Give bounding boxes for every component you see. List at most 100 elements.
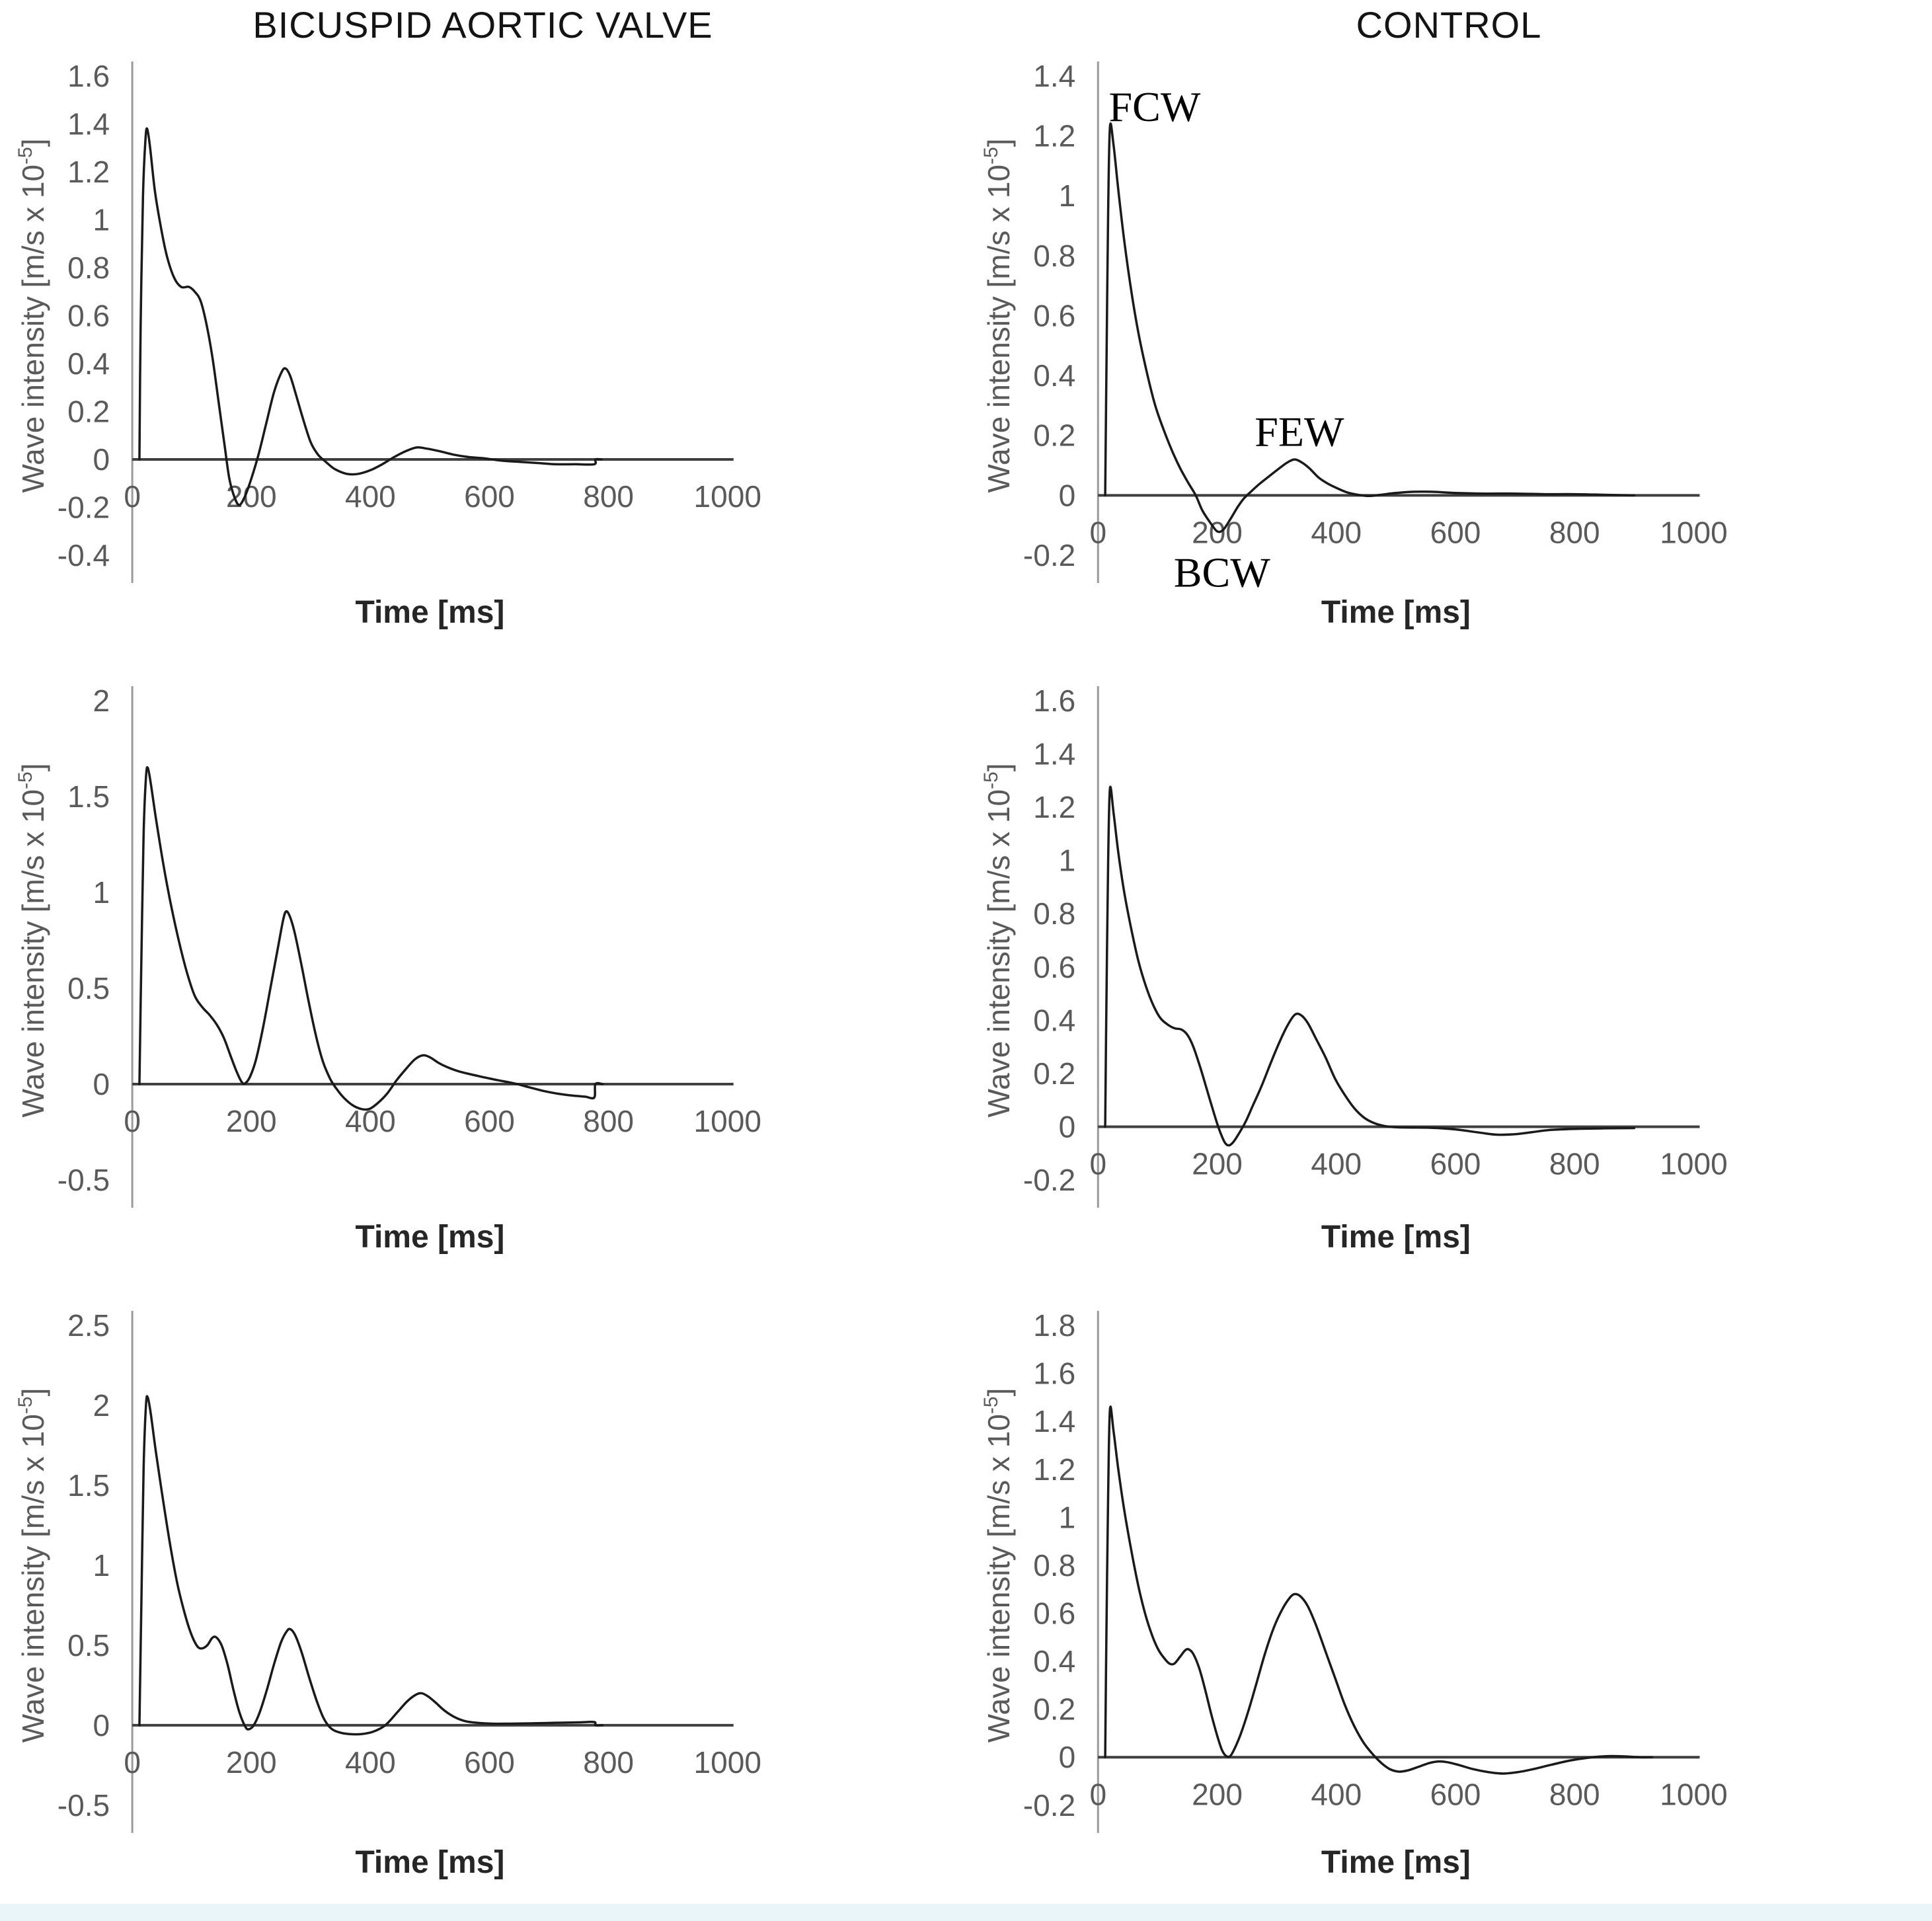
chart-control-row2: 1.6 1.4 1.2 1 0.8 0.6 0.4 0.2 0 -0.2 0 200 400 600 800…	[966, 671, 1932, 1296]
wave-annotation-bcw: BCW	[1174, 549, 1271, 596]
y-tick-label: 0.8	[1033, 896, 1075, 931]
x-tick-labels: 0 200 400 600 800 1000	[124, 1745, 761, 1780]
y-axis-title: Wave intensity [m/s x 10-5]	[15, 1388, 50, 1743]
x-tick-label: 1000	[1660, 515, 1727, 549]
y-tick-label: 0.8	[1033, 239, 1075, 273]
x-tick-label: 0	[1089, 1146, 1106, 1181]
x-tick-label: 400	[1311, 1777, 1362, 1811]
y-tick-label: -0.2	[1023, 538, 1075, 572]
y-axis-title: Wave intensity [m/s x 10-5]	[15, 138, 50, 492]
chart-bicuspid-row3: 2.5 2 1.5 1 0.5 0 -0.5 0 200 400 600 800 1000 Wave in…	[0, 1296, 966, 1921]
y-tick-label: 0.2	[67, 395, 110, 429]
y-tick-labels: 1.6 1.4 1.2 1 0.8 0.6 0.4 0.2 0 -0.2 -0.4	[58, 59, 110, 572]
y-tick-label: 0.6	[1033, 1596, 1075, 1631]
x-tick-label: 1000	[1660, 1146, 1727, 1181]
x-tick-label: 800	[1549, 515, 1600, 549]
y-tick-label: 1	[1059, 178, 1076, 213]
wave-intensity-curve	[1104, 122, 1636, 533]
x-tick-label: 0	[124, 1104, 141, 1138]
control-row1-svg: 1.41.210.80.60.40.20-0.20 200 400 600 800 100…	[980, 59, 1728, 630]
y-tick-label: 2	[93, 684, 110, 718]
x-tick-label: 200	[226, 1745, 277, 1780]
y-tick-label: 1.6	[1033, 1356, 1075, 1391]
y-tick-labels: 1.4 1.2 1 0.8 0.6 0.4 0.2 0 -0.2	[1023, 59, 1075, 572]
x-tick-labels: 0 200 400 600 800 1000	[1089, 515, 1727, 549]
bottom-tint-strip	[0, 1904, 1932, 1921]
y-tick-label: 1	[1059, 843, 1076, 878]
x-axis-title: Time [ms]	[355, 595, 504, 630]
y-tick-label: 0	[1059, 478, 1076, 512]
y-axis-title: Wave intensity [m/s x 10-5]	[980, 763, 1016, 1117]
wave-intensity-curve	[1104, 1405, 1654, 1775]
x-tick-label: 200	[1192, 1146, 1243, 1181]
y-tick-label: 0	[93, 1708, 110, 1743]
x-tick-label: 800	[583, 1104, 634, 1138]
y-tick-label: -0.2	[1023, 1163, 1075, 1197]
bicuspid-row3-svg: 2.5 2 1.5 1 0.5 0 -0.5 0 200 400 600 800 1000 Wave in…	[15, 1308, 761, 1880]
y-tick-label: 0.2	[1033, 1692, 1075, 1727]
x-tick-label: 600	[464, 1104, 515, 1138]
x-tick-labels: 0 200 400 600 800 1000	[1089, 1146, 1727, 1181]
bicuspid-row1-svg: 1.61.41.210.80.60.40.20-0.2-0.40 200 400 60…	[15, 59, 761, 630]
chart-bicuspid-row2: 2 1.5 1 0.5 0 -0.5 0 200 400 600 800 1000 Wave inten…	[0, 671, 966, 1296]
x-axis-title: Time [ms]	[1321, 1845, 1471, 1880]
x-tick-label: 600	[1430, 515, 1481, 549]
y-tick-labels: 1.6 1.4 1.2 1 0.8 0.6 0.4 0.2 0 -0.2	[1023, 684, 1075, 1197]
y-tick-label: 0.2	[1033, 418, 1075, 453]
control-row2-svg: 1.6 1.4 1.2 1 0.8 0.6 0.4 0.2 0 -0.2 0 200 400 600 800…	[980, 684, 1728, 1255]
wave-intensity-curve	[1104, 785, 1636, 1147]
y-tick-label: 0.8	[67, 251, 110, 285]
y-tick-label: 0.4	[1033, 1644, 1075, 1678]
y-tick-label: 1.5	[67, 779, 110, 814]
wave-annotation-fcw: FCW	[1108, 83, 1200, 130]
x-tick-label: 400	[1311, 1146, 1362, 1181]
y-tick-label: 1.4	[1033, 1404, 1075, 1438]
y-tick-label: -0.4	[58, 538, 110, 572]
x-tick-labels: 0 200 400 600 800 1000	[124, 479, 761, 514]
x-tick-label: 1000	[1660, 1777, 1727, 1811]
y-tick-labels: 2 1.5 1 0.5 0 -0.5	[58, 684, 110, 1197]
y-tick-label: 0.5	[67, 1628, 110, 1663]
y-tick-label: 1.2	[67, 155, 110, 189]
y-tick-label: 1.2	[1033, 1452, 1075, 1487]
x-axis-title: Time [ms]	[355, 1845, 504, 1880]
y-tick-label: 2.5	[67, 1308, 110, 1343]
x-tick-label: 600	[1430, 1146, 1481, 1181]
right-column-title: CONTROL	[1356, 4, 1542, 46]
x-tick-label: 0	[124, 1745, 141, 1780]
x-tick-label: 0	[124, 479, 141, 514]
y-tick-label: 0	[1059, 1740, 1076, 1774]
wave-annotation-few: FEW	[1255, 409, 1344, 455]
y-tick-label: 0.6	[1033, 299, 1075, 333]
x-tick-label: 400	[345, 1745, 396, 1780]
y-axis-title: Wave intensity [m/s x 10-5]	[980, 1388, 1016, 1743]
x-tick-label: 800	[583, 1745, 634, 1780]
y-tick-label: 0.4	[1033, 358, 1075, 393]
y-tick-label: 1.4	[1033, 737, 1075, 771]
x-tick-label: 800	[1549, 1146, 1600, 1181]
x-axis-title: Time [ms]	[1321, 595, 1471, 630]
y-tick-label: 0.8	[1033, 1548, 1075, 1583]
x-tick-label: 200	[226, 1104, 277, 1138]
chart-control-row1: 1.4 1.2 1 0.8 0.6 0.4 0.2 0 -0.2 0 200 400 600 800 100…	[966, 46, 1932, 671]
y-tick-label: 1.8	[1033, 1308, 1075, 1343]
y-tick-label: -0.5	[58, 1163, 110, 1197]
y-tick-label: 0	[1059, 1109, 1076, 1144]
y-tick-label: 0	[93, 1067, 110, 1101]
x-tick-label: 400	[1311, 515, 1362, 549]
y-tick-label: 1	[93, 1548, 110, 1583]
wave-intensity-curve	[138, 766, 604, 1111]
x-tick-label: 600	[464, 479, 515, 514]
y-tick-labels: 2.5 2 1.5 1 0.5 0 -0.5	[58, 1308, 110, 1823]
y-tick-label: 1.6	[67, 59, 110, 93]
chart-bicuspid-row1: 1.6 1.4 1.2 1 0.8 0.6 0.4 0.2 0 -0.2 -0.4 0 200 400 60…	[0, 46, 966, 671]
x-tick-label: 600	[464, 1745, 515, 1780]
y-tick-label: -0.2	[58, 490, 110, 525]
y-tick-label: 0.6	[1033, 950, 1075, 984]
control-row3-svg: 1.8 1.6 1.4 1.2 1 0.8 0.6 0.4 0.2 0 -0.2 0 200 400 600…	[980, 1308, 1728, 1880]
y-tick-label: 1.2	[1033, 119, 1075, 153]
y-tick-label: 1.5	[67, 1468, 110, 1503]
wave-intensity-curve	[138, 1395, 604, 1736]
